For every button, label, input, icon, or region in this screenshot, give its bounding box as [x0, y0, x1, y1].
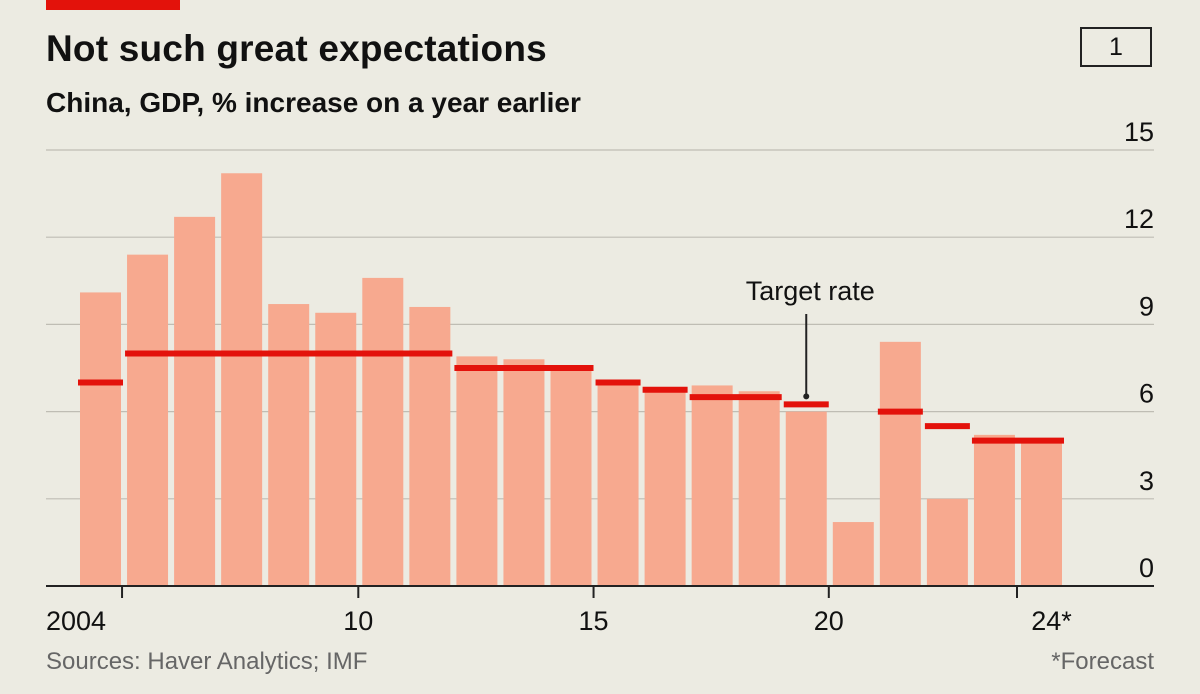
y-tick-label-12: 12: [1124, 204, 1154, 234]
bar-2006: [174, 216, 216, 586]
bar-2012: [456, 356, 498, 586]
bar-2013: [503, 359, 545, 586]
y-tick-label-0: 0: [1139, 553, 1154, 583]
bar-2020: [832, 522, 874, 586]
y-tick-label-6: 6: [1139, 379, 1154, 409]
x-tick-label-2024: 24*: [1031, 606, 1072, 636]
y-tick-label-15: 15: [1124, 117, 1154, 147]
bar-2015: [597, 382, 639, 586]
chart-number-badge: 1: [1080, 27, 1152, 67]
bar-2014: [550, 368, 592, 586]
x-tick-label-2004: 2004: [46, 606, 106, 636]
bar-2011: [409, 306, 451, 586]
bar-2016: [644, 388, 686, 586]
bar-2008: [268, 304, 310, 586]
bar-2004: [80, 292, 121, 586]
chart-subtitle: China, GDP, % increase on a year earlier: [46, 87, 581, 118]
x-tick-label-2020: 20: [814, 606, 844, 636]
target-rate-annotation: Target rate: [746, 276, 875, 306]
bar-2009: [315, 312, 357, 586]
brand-tag: [46, 0, 180, 10]
annotation-pointer-dot: [803, 393, 810, 400]
x-tick-label-2010: 10: [343, 606, 373, 636]
forecast-footnote: *Forecast: [1051, 648, 1154, 675]
bar-2005: [127, 254, 169, 586]
source-note: Sources: Haver Analytics; IMF: [46, 648, 368, 675]
bar-2007: [221, 173, 263, 586]
chart-title: Not such great expectations: [46, 28, 547, 69]
bar-2023: [973, 434, 1015, 586]
bar-2021: [879, 341, 921, 586]
bar-2010: [362, 277, 404, 586]
bar-2024: [1021, 440, 1062, 586]
y-tick-label-9: 9: [1139, 291, 1154, 321]
bar-2019: [785, 411, 827, 586]
y-tick-label-3: 3: [1139, 466, 1154, 496]
x-tick-label-2015: 15: [579, 606, 609, 636]
bar-2018: [738, 391, 780, 586]
bar-2017: [691, 385, 733, 586]
bar-2022: [926, 498, 968, 586]
